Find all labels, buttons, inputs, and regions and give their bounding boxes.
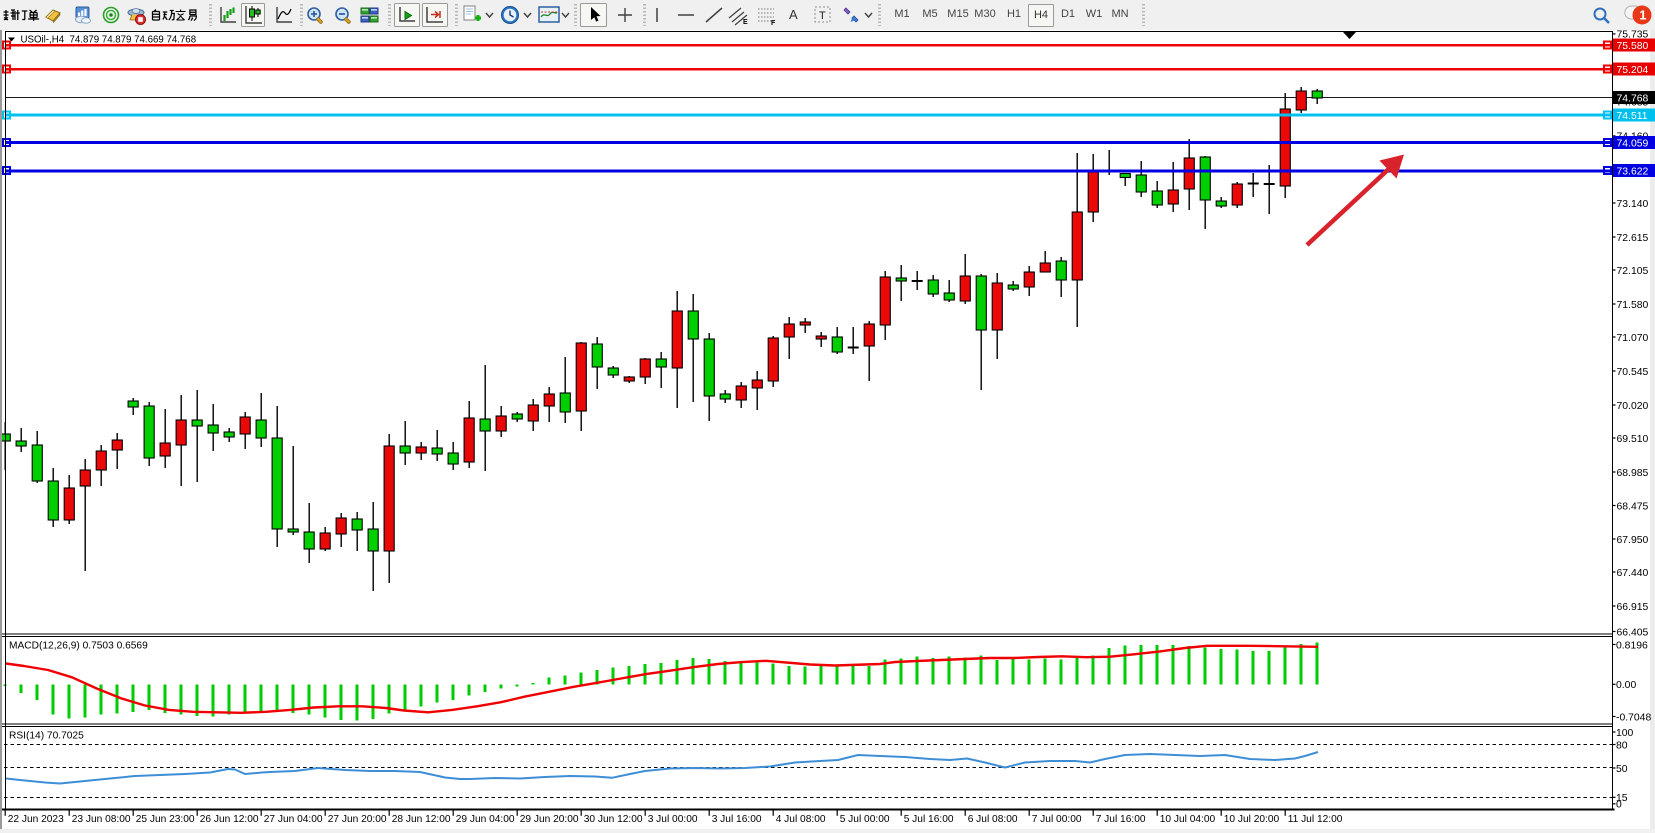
svg-text:5 Jul 16:00: 5 Jul 16:00 [904, 814, 954, 825]
svg-text:E: E [743, 19, 748, 26]
svg-text:3 Jul 00:00: 3 Jul 00:00 [648, 814, 698, 825]
svg-text:67.440: 67.440 [1617, 568, 1649, 579]
svg-text:100: 100 [1616, 728, 1634, 739]
svg-text:74.768: 74.768 [1617, 93, 1649, 104]
svg-text:72.615: 72.615 [1617, 233, 1649, 244]
svg-text:10 Jul 20:00: 10 Jul 20:00 [1224, 814, 1280, 825]
svg-text:50: 50 [1616, 764, 1628, 775]
svg-text:74.059: 74.059 [1617, 138, 1649, 149]
svg-text:5 Jul 00:00: 5 Jul 00:00 [840, 814, 890, 825]
svg-text:6 Jul 08:00: 6 Jul 08:00 [968, 814, 1018, 825]
svg-text:68.475: 68.475 [1617, 501, 1649, 512]
svg-text:1: 1 [1639, 8, 1646, 23]
svg-text:-0.7048: -0.7048 [1616, 712, 1651, 723]
svg-text:26 Jun 12:00: 26 Jun 12:00 [200, 814, 259, 825]
svg-text:T: T [819, 10, 826, 22]
svg-text:30 Jun 12:00: 30 Jun 12:00 [584, 814, 643, 825]
svg-text:0: 0 [1616, 800, 1622, 811]
svg-text:27 Jun 04:00: 27 Jun 04:00 [264, 814, 323, 825]
svg-text:73.140: 73.140 [1617, 199, 1649, 210]
svg-text:22 Jun 2023: 22 Jun 2023 [8, 814, 64, 825]
svg-text:75.735: 75.735 [1617, 30, 1649, 41]
svg-text:25 Jun 23:00: 25 Jun 23:00 [136, 814, 195, 825]
svg-text:3 Jul 16:00: 3 Jul 16:00 [712, 814, 762, 825]
svg-text:11 Jul 12:00: 11 Jul 12:00 [1288, 814, 1343, 825]
svg-text:69.510: 69.510 [1617, 434, 1649, 445]
svg-text:USOil-,H4 74.879 74.879 74.66: USOil-,H4 74.879 74.879 74.669 74.768 [21, 35, 197, 46]
svg-text:F: F [771, 20, 776, 26]
svg-text:68.985: 68.985 [1617, 468, 1649, 479]
svg-text:70.020: 70.020 [1617, 401, 1649, 412]
svg-text:23 Jun 08:00: 23 Jun 08:00 [72, 814, 131, 825]
svg-text:70.545: 70.545 [1617, 367, 1649, 378]
svg-text:80: 80 [1616, 740, 1628, 751]
svg-text:7 Jul 16:00: 7 Jul 16:00 [1096, 814, 1146, 825]
svg-text:29 Jun 04:00: 29 Jun 04:00 [456, 814, 515, 825]
svg-text:74.511: 74.511 [1617, 111, 1648, 122]
svg-text:MACD(12,26,9) 0.7503 0.6569: MACD(12,26,9) 0.7503 0.6569 [9, 641, 148, 652]
svg-text:66.405: 66.405 [1617, 627, 1649, 638]
svg-text:71.070: 71.070 [1617, 333, 1649, 344]
svg-text:15: 15 [1616, 793, 1628, 804]
svg-text:0.8196: 0.8196 [1616, 640, 1648, 651]
svg-text:75.204: 75.204 [1617, 65, 1649, 76]
svg-text:28 Jun 12:00: 28 Jun 12:00 [392, 814, 451, 825]
svg-text:7 Jul 00:00: 7 Jul 00:00 [1032, 814, 1082, 825]
svg-text:75.580: 75.580 [1617, 41, 1649, 52]
svg-text:27 Jun 20:00: 27 Jun 20:00 [328, 814, 387, 825]
svg-text:RSI(14) 70.7025: RSI(14) 70.7025 [9, 731, 84, 742]
svg-text:4 Jul 08:00: 4 Jul 08:00 [776, 814, 826, 825]
svg-text:0.00: 0.00 [1616, 680, 1636, 691]
svg-text:71.580: 71.580 [1617, 300, 1649, 311]
svg-text:66.915: 66.915 [1617, 602, 1649, 613]
svg-text:72.105: 72.105 [1617, 266, 1649, 277]
svg-text:29 Jun 20:00: 29 Jun 20:00 [520, 814, 579, 825]
svg-text:10 Jul 04:00: 10 Jul 04:00 [1160, 814, 1216, 825]
svg-text:73.622: 73.622 [1617, 166, 1649, 177]
svg-text:67.950: 67.950 [1617, 535, 1649, 546]
